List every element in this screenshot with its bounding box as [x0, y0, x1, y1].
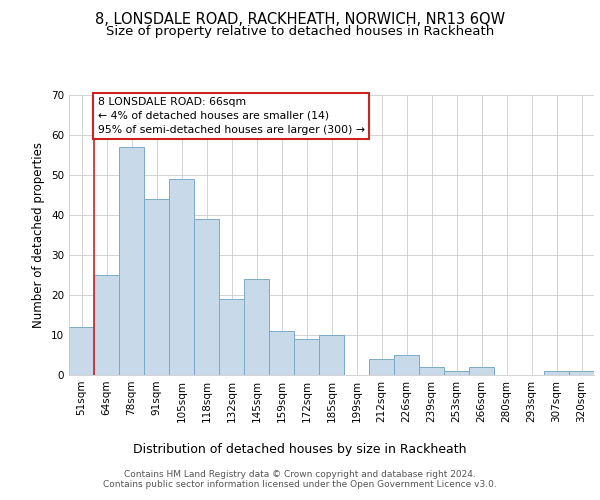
Bar	[244, 279, 269, 375]
Bar	[269, 331, 294, 375]
Text: 8 LONSDALE ROAD: 66sqm
← 4% of detached houses are smaller (14)
95% of semi-deta: 8 LONSDALE ROAD: 66sqm ← 4% of detached …	[98, 97, 365, 135]
Text: Contains HM Land Registry data © Crown copyright and database right 2024.: Contains HM Land Registry data © Crown c…	[124, 470, 476, 479]
Bar	[219, 299, 244, 375]
Bar	[144, 199, 169, 375]
Bar	[469, 367, 494, 375]
Bar	[544, 371, 569, 375]
Bar	[569, 371, 594, 375]
Bar	[444, 371, 469, 375]
Text: Contains public sector information licensed under the Open Government Licence v3: Contains public sector information licen…	[103, 480, 497, 489]
Bar	[319, 335, 344, 375]
Bar	[369, 359, 394, 375]
Bar	[194, 219, 219, 375]
Bar	[94, 275, 119, 375]
Bar	[169, 179, 194, 375]
Bar	[69, 327, 94, 375]
Bar	[119, 147, 144, 375]
Bar	[419, 367, 444, 375]
Y-axis label: Number of detached properties: Number of detached properties	[32, 142, 46, 328]
Text: 8, LONSDALE ROAD, RACKHEATH, NORWICH, NR13 6QW: 8, LONSDALE ROAD, RACKHEATH, NORWICH, NR…	[95, 12, 505, 28]
Bar	[294, 339, 319, 375]
Text: Size of property relative to detached houses in Rackheath: Size of property relative to detached ho…	[106, 25, 494, 38]
Text: Distribution of detached houses by size in Rackheath: Distribution of detached houses by size …	[133, 442, 467, 456]
Bar	[394, 355, 419, 375]
